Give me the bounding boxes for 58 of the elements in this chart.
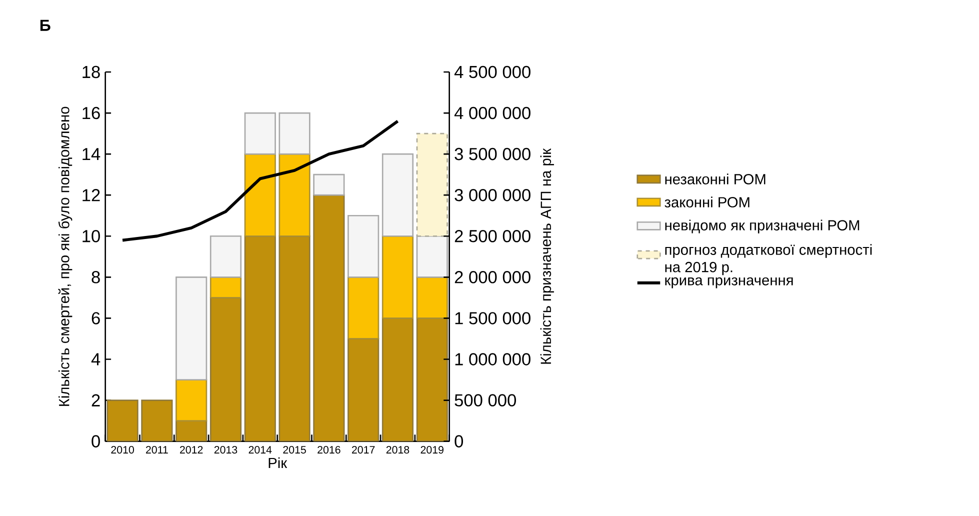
legend-label: прогноз додаткової смертності на 2019 р.	[665, 244, 872, 276]
bar	[278, 153, 310, 237]
x-tick-label: 2019	[420, 446, 444, 454]
y2-tick-label: 3 500 000	[454, 148, 530, 160]
y-tick-label: 4	[91, 353, 100, 366]
legend-label: законні РОМ	[664, 196, 750, 208]
bar	[382, 235, 414, 319]
y-tick-label: 10	[82, 230, 100, 242]
bar	[244, 112, 276, 155]
y2-tick-label: 4 000 000	[454, 106, 530, 120]
bar	[348, 214, 380, 278]
y-tick-label: 8	[92, 271, 100, 284]
x-tick-label: 2017	[352, 446, 375, 454]
x-tick-label: 2012	[180, 446, 203, 454]
y-tick-label: 16	[82, 106, 100, 120]
x-tick-label: 2013	[214, 446, 238, 454]
x-tick-label: 2010	[111, 446, 134, 454]
x-tick-label: 2016	[318, 446, 340, 454]
x-axis-title: Рік	[268, 457, 288, 468]
y2-axis-title: Кількість призначень АГП на рік	[540, 148, 554, 364]
bar	[416, 132, 448, 237]
bar	[244, 153, 276, 237]
legend-label: невідомо як призначені РОМ	[665, 220, 860, 234]
bar	[382, 153, 414, 237]
y2-tick-label: 2 000 000	[454, 271, 530, 284]
line-series	[121, 120, 400, 242]
y2-tick-label: 1 500 000	[455, 312, 530, 324]
chart-title: Б	[40, 20, 50, 31]
y2-tick-label: 1 000 000	[455, 353, 530, 366]
y2-tick-label: 2 500 000	[454, 230, 530, 242]
x-tick-label: 2014	[248, 446, 272, 454]
x-tick-label: 2011	[146, 446, 168, 454]
x-tick-label: 2018	[386, 446, 410, 454]
bar	[348, 276, 380, 340]
bar	[313, 174, 345, 196]
bar	[416, 235, 448, 278]
y-tick-label: 6	[92, 312, 100, 324]
legend-label: крива призначення	[665, 277, 793, 288]
y2-tick-label: 0	[454, 435, 464, 448]
y-tick-label: 0	[92, 435, 100, 448]
y-tick-label: 12	[82, 189, 100, 202]
y-tick-label: 14	[82, 148, 100, 160]
y2-tick-label: 3 000 000	[454, 188, 530, 202]
bar	[382, 318, 414, 442]
bar	[176, 276, 208, 380]
y-tick-label: 2	[92, 394, 100, 406]
bar	[416, 318, 448, 442]
bar	[416, 276, 448, 319]
bar	[210, 235, 242, 278]
x-tick-label: 2015	[283, 446, 306, 454]
legend-label: незаконні РОМ	[665, 174, 766, 184]
y-tick-label: 18	[82, 66, 100, 78]
bar	[210, 276, 242, 298]
bar	[176, 379, 208, 422]
bar	[278, 112, 310, 155]
y-axis-title: Кількість смертей, про які було повідомлено	[58, 106, 72, 406]
y2-tick-label: 4 500 000	[454, 66, 530, 78]
y2-tick-label: 500 000	[454, 394, 516, 406]
